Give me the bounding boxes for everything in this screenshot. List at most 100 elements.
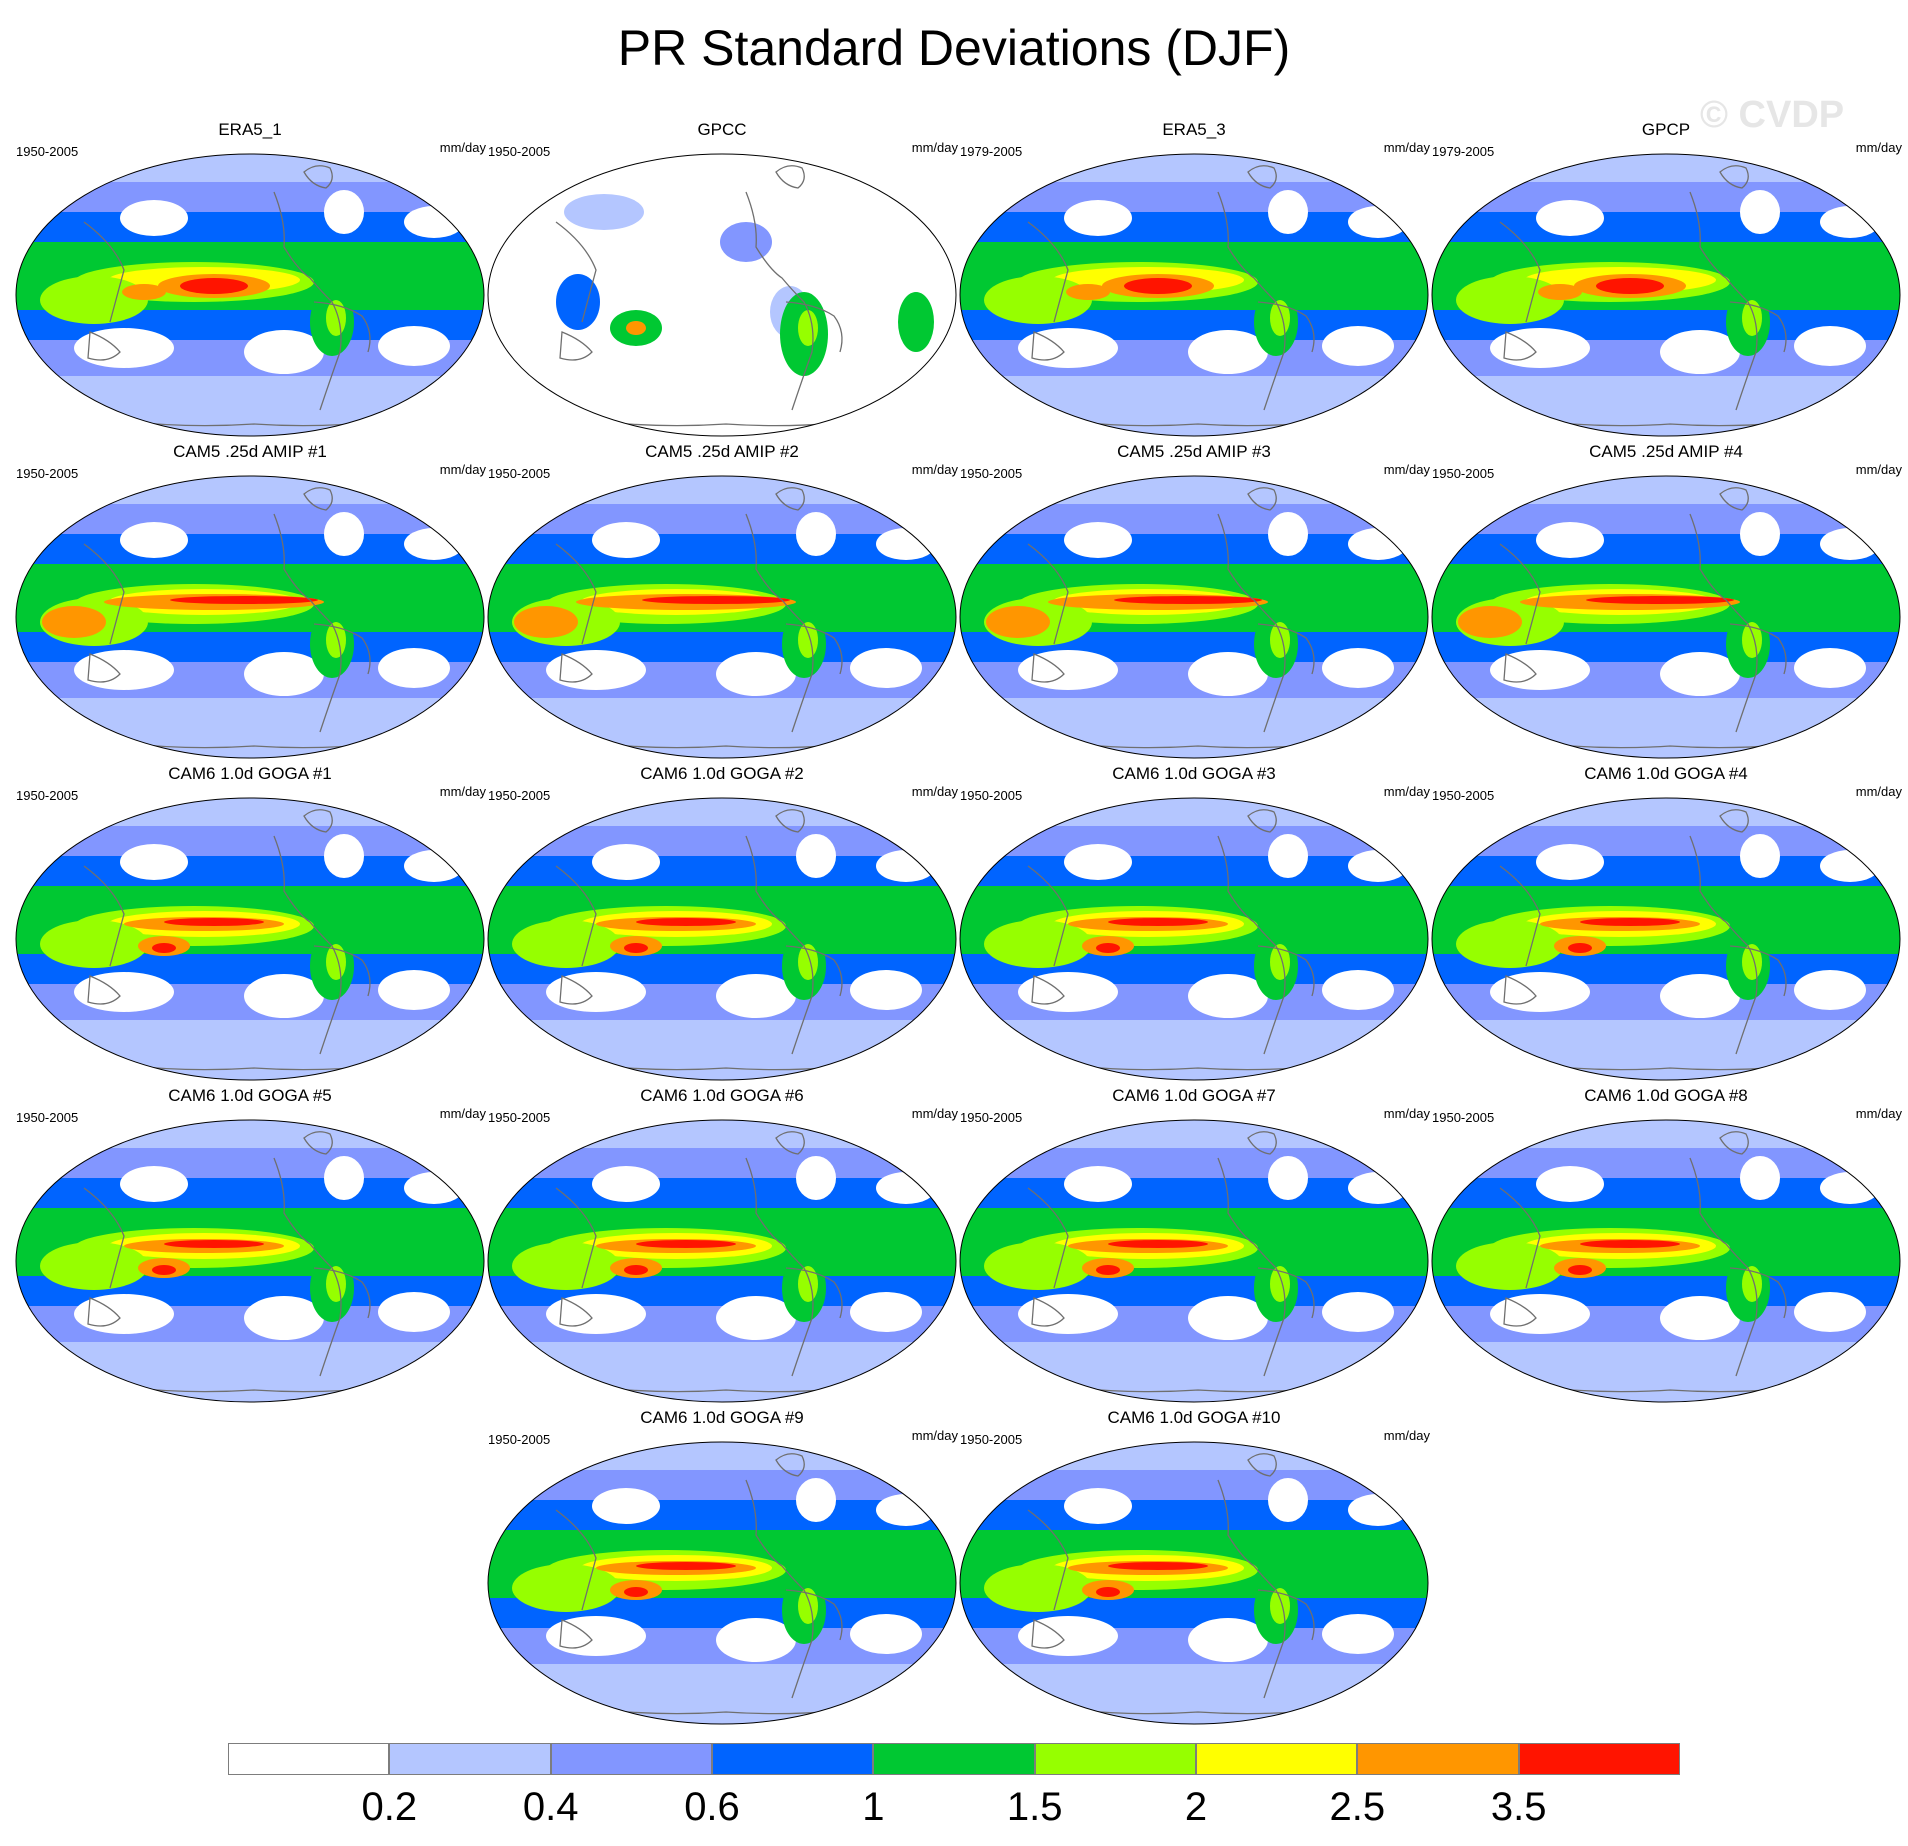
dry-region — [1536, 1166, 1604, 1202]
dry-region — [1322, 1292, 1394, 1332]
rain-band — [798, 944, 818, 980]
coastline — [745, 191, 814, 411]
coastline — [273, 513, 342, 733]
colorbar-box — [228, 1743, 390, 1775]
coastline — [1689, 513, 1758, 733]
panel-years: 1950-2005 — [960, 1432, 1023, 1447]
coastline — [1217, 835, 1286, 1055]
panel-years: 1950-2005 — [1432, 1110, 1495, 1125]
field-band — [1432, 886, 1900, 906]
dry-region — [1348, 1172, 1408, 1204]
robinson-map — [487, 1119, 957, 1403]
panel-years: 1950-2005 — [488, 788, 551, 803]
coastline — [775, 165, 805, 189]
dry-region — [1820, 850, 1880, 882]
coastline — [1499, 865, 1541, 967]
field-band — [960, 826, 1428, 856]
dry-region — [378, 326, 450, 366]
panel-years: 1979-2005 — [960, 144, 1023, 159]
colorbar-tick-label: 0.2 — [361, 1785, 418, 1829]
rain-band — [1270, 944, 1290, 980]
panel-years: 1950-2005 — [488, 1110, 551, 1125]
coastline — [775, 1453, 805, 1477]
field-band — [488, 798, 956, 826]
field-band — [488, 826, 956, 856]
dry-region — [324, 512, 364, 556]
coastline — [1247, 809, 1277, 833]
dry-region — [1794, 970, 1866, 1010]
coastline — [745, 1479, 814, 1699]
coastline — [1719, 487, 1749, 511]
dry-region — [1348, 1494, 1408, 1526]
coastline — [1257, 945, 1315, 997]
panel-units: mm/day — [1855, 462, 1902, 477]
panel-title: CAM6 1.0d GOGA #9 — [640, 1408, 804, 1427]
dry-region — [1268, 1478, 1308, 1522]
coastline — [1499, 543, 1541, 645]
coastline — [775, 487, 805, 511]
rain-core — [1568, 943, 1592, 953]
coastline — [555, 543, 597, 645]
coastline — [1217, 513, 1286, 733]
rain-core — [1586, 596, 1734, 604]
colorbar-tick-label: 2.5 — [1329, 1785, 1386, 1829]
field-band — [16, 826, 484, 856]
rain-core — [1568, 1265, 1592, 1275]
rain-band — [326, 944, 346, 980]
dry-region — [1188, 330, 1268, 374]
field-band — [960, 476, 1428, 504]
rain-core — [636, 1240, 736, 1248]
field-band — [488, 1020, 956, 1080]
panel-title: CAM6 1.0d GOGA #6 — [640, 1086, 804, 1105]
dry-region — [796, 1478, 836, 1522]
dry-region — [1064, 1166, 1132, 1202]
field-band — [488, 476, 956, 504]
dry-region — [1536, 844, 1604, 880]
panel-units: mm/day — [911, 1428, 958, 1443]
panel-title: CAM5 .25d AMIP #3 — [1117, 442, 1271, 461]
coastline — [1257, 1589, 1315, 1641]
map-panel: ERA5_1 1950-2005 mm/day — [14, 120, 486, 440]
panel-units: mm/day — [1855, 1106, 1902, 1121]
rain-band — [798, 1266, 818, 1302]
dry-region — [1064, 1488, 1132, 1524]
coastline — [1247, 1453, 1277, 1477]
coastline — [775, 809, 805, 833]
dry-region — [716, 652, 796, 696]
map-panel: CAM6 1.0d GOGA #2 1950-2005 mm/day — [486, 764, 958, 1084]
dry-region — [1820, 528, 1880, 560]
coastline — [1031, 1619, 1065, 1649]
panel-years: 1950-2005 — [488, 1432, 551, 1447]
rain-core — [1108, 1562, 1208, 1570]
dry-region — [1490, 328, 1590, 368]
map-panel: GPCC 1950-2005 mm/day — [486, 120, 958, 440]
dry-region — [1268, 512, 1308, 556]
rain-band — [798, 1588, 818, 1624]
panel-units: mm/day — [439, 462, 486, 477]
map-panel: CAM6 1.0d GOGA #3 1950-2005 mm/day — [958, 764, 1430, 1084]
rain-band — [326, 300, 346, 336]
coastline — [83, 865, 125, 967]
coastline — [1499, 221, 1541, 323]
field-band — [960, 242, 1428, 262]
coastline — [555, 865, 597, 967]
coastline — [273, 191, 342, 411]
coastline — [83, 221, 125, 323]
map-panel: ERA5_3 1979-2005 mm/day — [958, 120, 1430, 440]
rain-core — [164, 1240, 264, 1248]
coastline — [1247, 1131, 1277, 1155]
field-band — [960, 1020, 1428, 1080]
panel-units: mm/day — [1383, 462, 1430, 477]
panel-units: mm/day — [911, 784, 958, 799]
coastline — [559, 975, 593, 1005]
dry-region — [1322, 970, 1394, 1010]
rain-core — [1108, 1240, 1208, 1248]
coastline — [1031, 1297, 1065, 1327]
rain-core — [1096, 1265, 1120, 1275]
coastline — [303, 165, 333, 189]
field-band — [960, 1148, 1428, 1178]
field-band — [488, 886, 956, 906]
field-band — [960, 376, 1428, 436]
dry-region — [1268, 834, 1308, 878]
field-band — [1432, 182, 1900, 212]
